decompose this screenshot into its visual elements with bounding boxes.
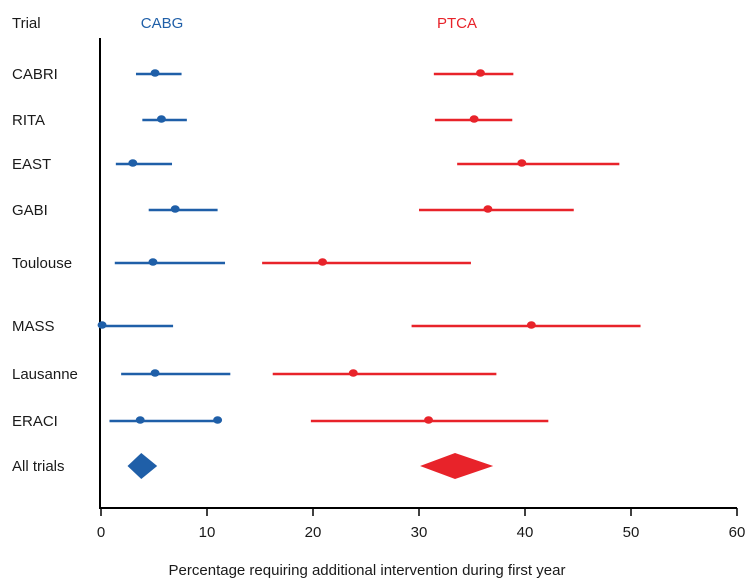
trial-label: Toulouse <box>12 255 72 272</box>
x-tick-label: 0 <box>97 524 105 541</box>
trial-column-header: Trial <box>12 15 41 32</box>
x-axis-ticks: 0 10 20 30 40 50 60 <box>97 508 746 541</box>
ptca-point-rita <box>469 115 479 123</box>
x-tick-label: 30 <box>411 524 428 541</box>
series-label-ptca: PTCA <box>437 15 477 32</box>
trial-label: Lausanne <box>12 366 78 383</box>
ptca-point-east <box>517 159 527 167</box>
trial-label-pooled: All trials <box>12 458 65 475</box>
cabg-point-cabri <box>150 69 160 77</box>
trial-label: ERACI <box>12 413 58 430</box>
cabg-pooled-diamond <box>127 453 158 479</box>
trial-label: EAST <box>12 156 51 173</box>
trial-rows: CABRI RITA EAST GABI Toulouse MASS Lausanne ERA… <box>12 66 78 475</box>
cabg-point-mass <box>97 321 107 329</box>
x-tick-label: 20 <box>305 524 322 541</box>
ptca-point-lausanne <box>348 369 358 377</box>
ptca-point-eraci <box>424 416 434 424</box>
cabg-point-rita <box>156 115 166 123</box>
trial-label: MASS <box>12 318 55 335</box>
ptca-pooled-diamond <box>420 453 494 479</box>
cabg-point-eraci <box>135 416 145 424</box>
x-tick-label: 60 <box>729 524 746 541</box>
ptca-point-mass <box>526 321 536 329</box>
trial-label: GABI <box>12 202 48 219</box>
forest-marks <box>97 69 641 479</box>
trial-label: CABRI <box>12 66 58 83</box>
ptca-point-toulouse <box>318 258 328 266</box>
x-tick-label: 50 <box>623 524 640 541</box>
cabg-extra-point-eraci <box>213 416 223 424</box>
ptca-point-gabi <box>483 205 493 213</box>
cabg-point-toulouse <box>148 258 158 266</box>
x-tick-label: 40 <box>517 524 534 541</box>
x-tick-label: 10 <box>199 524 216 541</box>
series-label-cabg: CABG <box>141 15 184 32</box>
trial-label: RITA <box>12 112 45 129</box>
cabg-point-east <box>128 159 138 167</box>
cabg-point-gabi <box>170 205 180 213</box>
cabg-point-lausanne <box>150 369 160 377</box>
x-axis-title: Percentage requiring additional interven… <box>169 562 566 579</box>
ptca-point-cabri <box>475 69 485 77</box>
